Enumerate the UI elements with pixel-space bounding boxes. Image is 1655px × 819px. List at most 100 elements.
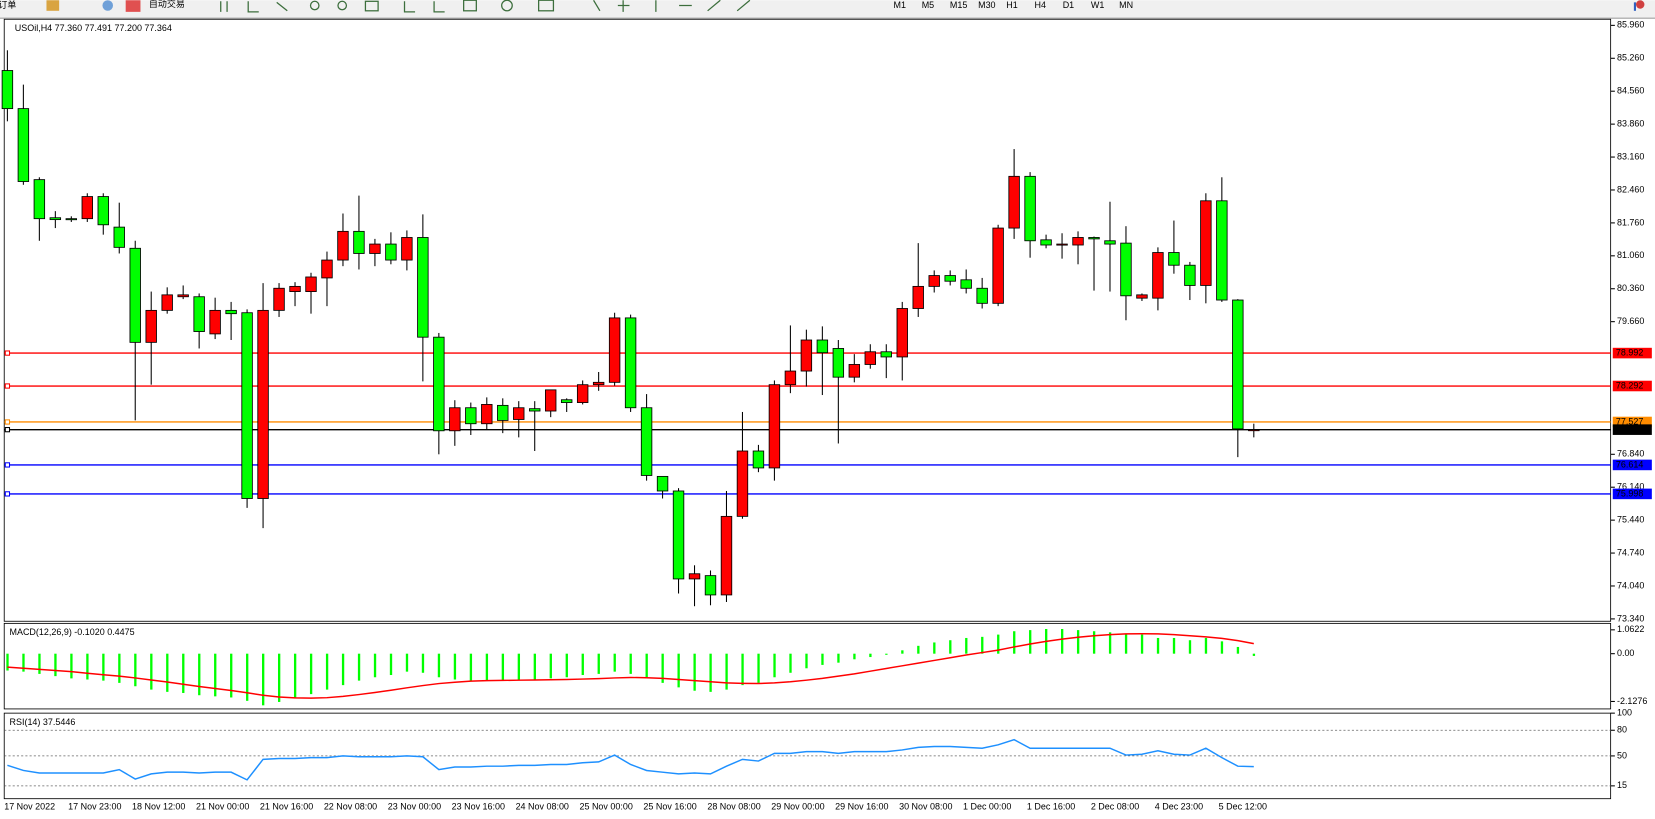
- macd-bar: [437, 653, 441, 678]
- timeframe-button[interactable]: H4: [1035, 0, 1046, 10]
- autotrade-icon[interactable]: [125, 0, 141, 12]
- price-label: 78.292: [1616, 380, 1643, 390]
- y-tick-label: 76.140: [1617, 482, 1644, 492]
- macd-bar: [262, 653, 265, 706]
- macd-bar: [54, 653, 57, 677]
- macd-bar: [38, 653, 41, 674]
- candle-body: [1104, 240, 1116, 245]
- signal-line: [7, 632, 1254, 699]
- macd-bar: [1124, 633, 1128, 654]
- candle-body: [704, 575, 717, 596]
- toolbar-icons: [220, 0, 751, 13]
- macd-bar: [1076, 630, 1080, 654]
- icon[interactable]: [403, 1, 445, 13]
- candle-body: [353, 230, 365, 254]
- y-tick-label: 75.440: [1617, 515, 1644, 525]
- icon[interactable]: [46, 0, 60, 11]
- zoom-in[interactable]: [309, 0, 320, 11]
- timeframe-button[interactable]: M5: [922, 0, 934, 10]
- tile[interactable]: [364, 0, 379, 12]
- candle-body: [544, 389, 557, 412]
- zoom-out[interactable]: [337, 0, 348, 11]
- macd-bar: [309, 653, 313, 695]
- x-tick-label: 21 Nov 00:00: [196, 802, 249, 812]
- macd-bar: [1188, 640, 1192, 654]
- y-tick-label: 74.740: [1617, 547, 1644, 557]
- line-handle: [4, 491, 11, 497]
- candle-body: [1184, 264, 1196, 286]
- y-tick-label: 80: [1617, 725, 1627, 735]
- macd-bar: [997, 634, 1000, 654]
- candle-body: [241, 312, 253, 499]
- candle-body: [529, 408, 541, 412]
- tools[interactable]: [593, 0, 751, 12]
- timeframe-button[interactable]: H1: [1006, 0, 1017, 10]
- icon[interactable]: [102, 0, 114, 11]
- icon[interactable]: [220, 1, 288, 13]
- candle-body: [1008, 175, 1020, 229]
- macd-bar: [70, 653, 73, 679]
- candle-body: [848, 364, 861, 378]
- timeframe-button[interactable]: W1: [1091, 0, 1104, 10]
- macd-bar: [198, 653, 201, 696]
- candle-body: [976, 287, 988, 304]
- timeframe-button[interactable]: M1: [894, 0, 906, 10]
- candle-body: [560, 399, 573, 403]
- autotrade-button[interactable]: 自动交易: [149, 0, 185, 9]
- macd-bar: [933, 642, 936, 654]
- candle-body: [832, 348, 845, 378]
- macd-bar: [1092, 631, 1096, 654]
- periods[interactable]: [501, 0, 513, 12]
- timeframe-button[interactable]: M15: [950, 0, 967, 10]
- x-tick-label: 17 Nov 23:00: [68, 802, 121, 812]
- macd-bar: [581, 653, 584, 676]
- candle-body: [129, 247, 141, 343]
- x-tick-label: 22 Nov 08:00: [324, 802, 377, 812]
- indicators[interactable]: [463, 0, 477, 12]
- macd-bar: [166, 653, 169, 692]
- new-order-button[interactable]: 新订单: [0, 0, 16, 10]
- x-tick-label: 24 Nov 08:00: [516, 802, 569, 812]
- y-tick-label: -2.1276: [1617, 696, 1647, 706]
- templates[interactable]: [538, 0, 555, 12]
- y-tick-label: 80.360: [1617, 283, 1644, 293]
- macd-bar: [485, 653, 489, 681]
- price-label-box: [1612, 488, 1652, 500]
- candle-body: [385, 243, 397, 261]
- macd-bar: [6, 653, 9, 671]
- macd-bar: [325, 653, 329, 690]
- candle-body: [752, 450, 765, 469]
- timeframe-button[interactable]: MN: [1119, 0, 1133, 10]
- candle-body: [624, 317, 637, 409]
- macd-bar: [389, 653, 393, 676]
- candle-body: [433, 336, 445, 432]
- candle-body: [49, 217, 62, 221]
- macd-bar: [517, 653, 521, 680]
- macd-bar: [869, 653, 872, 658]
- x-tick-label: 17 Nov 2022: [4, 802, 55, 812]
- macd-bar: [677, 653, 680, 688]
- line-handle: [4, 427, 11, 433]
- price-label: 78.992: [1616, 347, 1643, 357]
- candle-body: [449, 407, 461, 432]
- candle-body: [257, 309, 269, 499]
- timeframe-button[interactable]: D1: [1063, 0, 1074, 10]
- candle-body: [337, 230, 349, 261]
- candle-body: [1040, 239, 1052, 246]
- line-handle: [4, 462, 11, 468]
- macd-bar: [597, 653, 600, 674]
- line-handle: [4, 383, 11, 389]
- x-tick-label: 21 Nov 16:00: [260, 802, 313, 812]
- macd-bar: [1013, 631, 1016, 654]
- candle-body: [273, 287, 285, 311]
- timeframe-button[interactable]: M30: [978, 0, 995, 10]
- macd-bar: [405, 653, 409, 672]
- candle-body: [65, 218, 78, 221]
- macd-bar: [1140, 634, 1144, 654]
- y-tick-label: 81.060: [1617, 250, 1644, 260]
- candle-body: [880, 351, 892, 358]
- alert[interactable]: [1635, 0, 1645, 9]
- macd-bar: [1172, 637, 1176, 654]
- candle-body: [656, 475, 669, 492]
